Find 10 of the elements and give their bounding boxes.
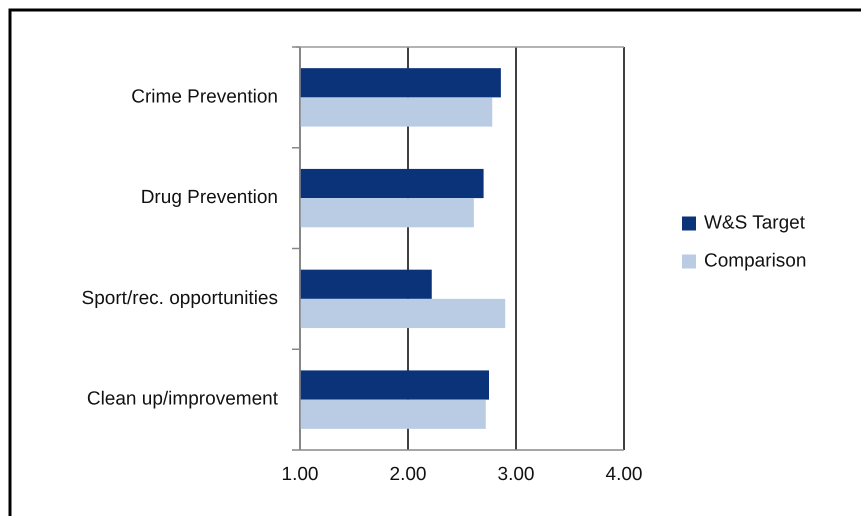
- y-tick-label: Clean up/improvement: [86, 388, 279, 410]
- y-tick-label: Drug Prevention: [140, 187, 278, 208]
- x-tick-label: 2.00: [390, 464, 426, 485]
- x-tick-label: 4.00: [606, 464, 642, 485]
- y-tick-label: Sport/rec. opportunities: [82, 288, 278, 309]
- legend-label: W&S Target: [704, 212, 806, 234]
- legend-label: Comparison: [704, 250, 806, 272]
- x-tick-label: 3.00: [498, 464, 534, 485]
- y-tick-label: Crime Prevention: [131, 86, 278, 108]
- x-tick-label: 1.00: [282, 464, 318, 485]
